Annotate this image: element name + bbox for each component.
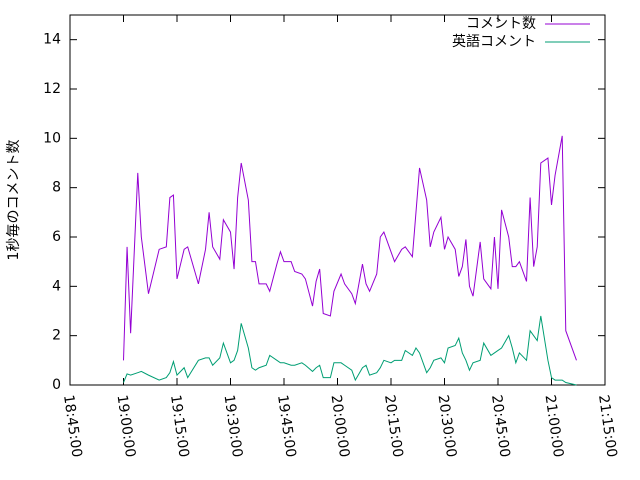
plot-frame (69, 14, 606, 386)
x-tick-label: 21:15:00 (595, 394, 620, 459)
y-tick-label: 2 (52, 328, 61, 344)
legend-label: 英語コメント (452, 33, 536, 50)
x-tick-label: 19:45:00 (274, 394, 299, 459)
x-tick-label: 20:45:00 (488, 394, 513, 459)
series-line (123, 135, 577, 361)
x-tick-label: 20:30:00 (435, 394, 460, 459)
y-tick-label: 8 (52, 180, 61, 196)
y-tick-label: 12 (43, 81, 61, 97)
x-tick-label: 19:15:00 (167, 394, 192, 459)
series-line (123, 315, 577, 386)
y-axis-label: 1秒毎のコメント数 (6, 140, 22, 261)
x-tick-label: 19:30:00 (221, 394, 246, 459)
x-tick-label: 19:00:00 (114, 394, 139, 459)
x-tick-label: 21:00:00 (542, 394, 567, 459)
legend-label: コメント数 (466, 16, 536, 32)
x-tick-label: 20:00:00 (328, 394, 353, 459)
y-tick-label: 14 (43, 32, 61, 48)
x-tick-label: 18:45:00 (60, 394, 85, 459)
x-tick-label: 20:15:00 (381, 394, 406, 459)
y-tick-label: 4 (52, 278, 61, 294)
y-tick-label: 0 (52, 377, 61, 393)
y-tick-label: 6 (52, 229, 61, 245)
y-tick-label: 10 (43, 130, 61, 146)
